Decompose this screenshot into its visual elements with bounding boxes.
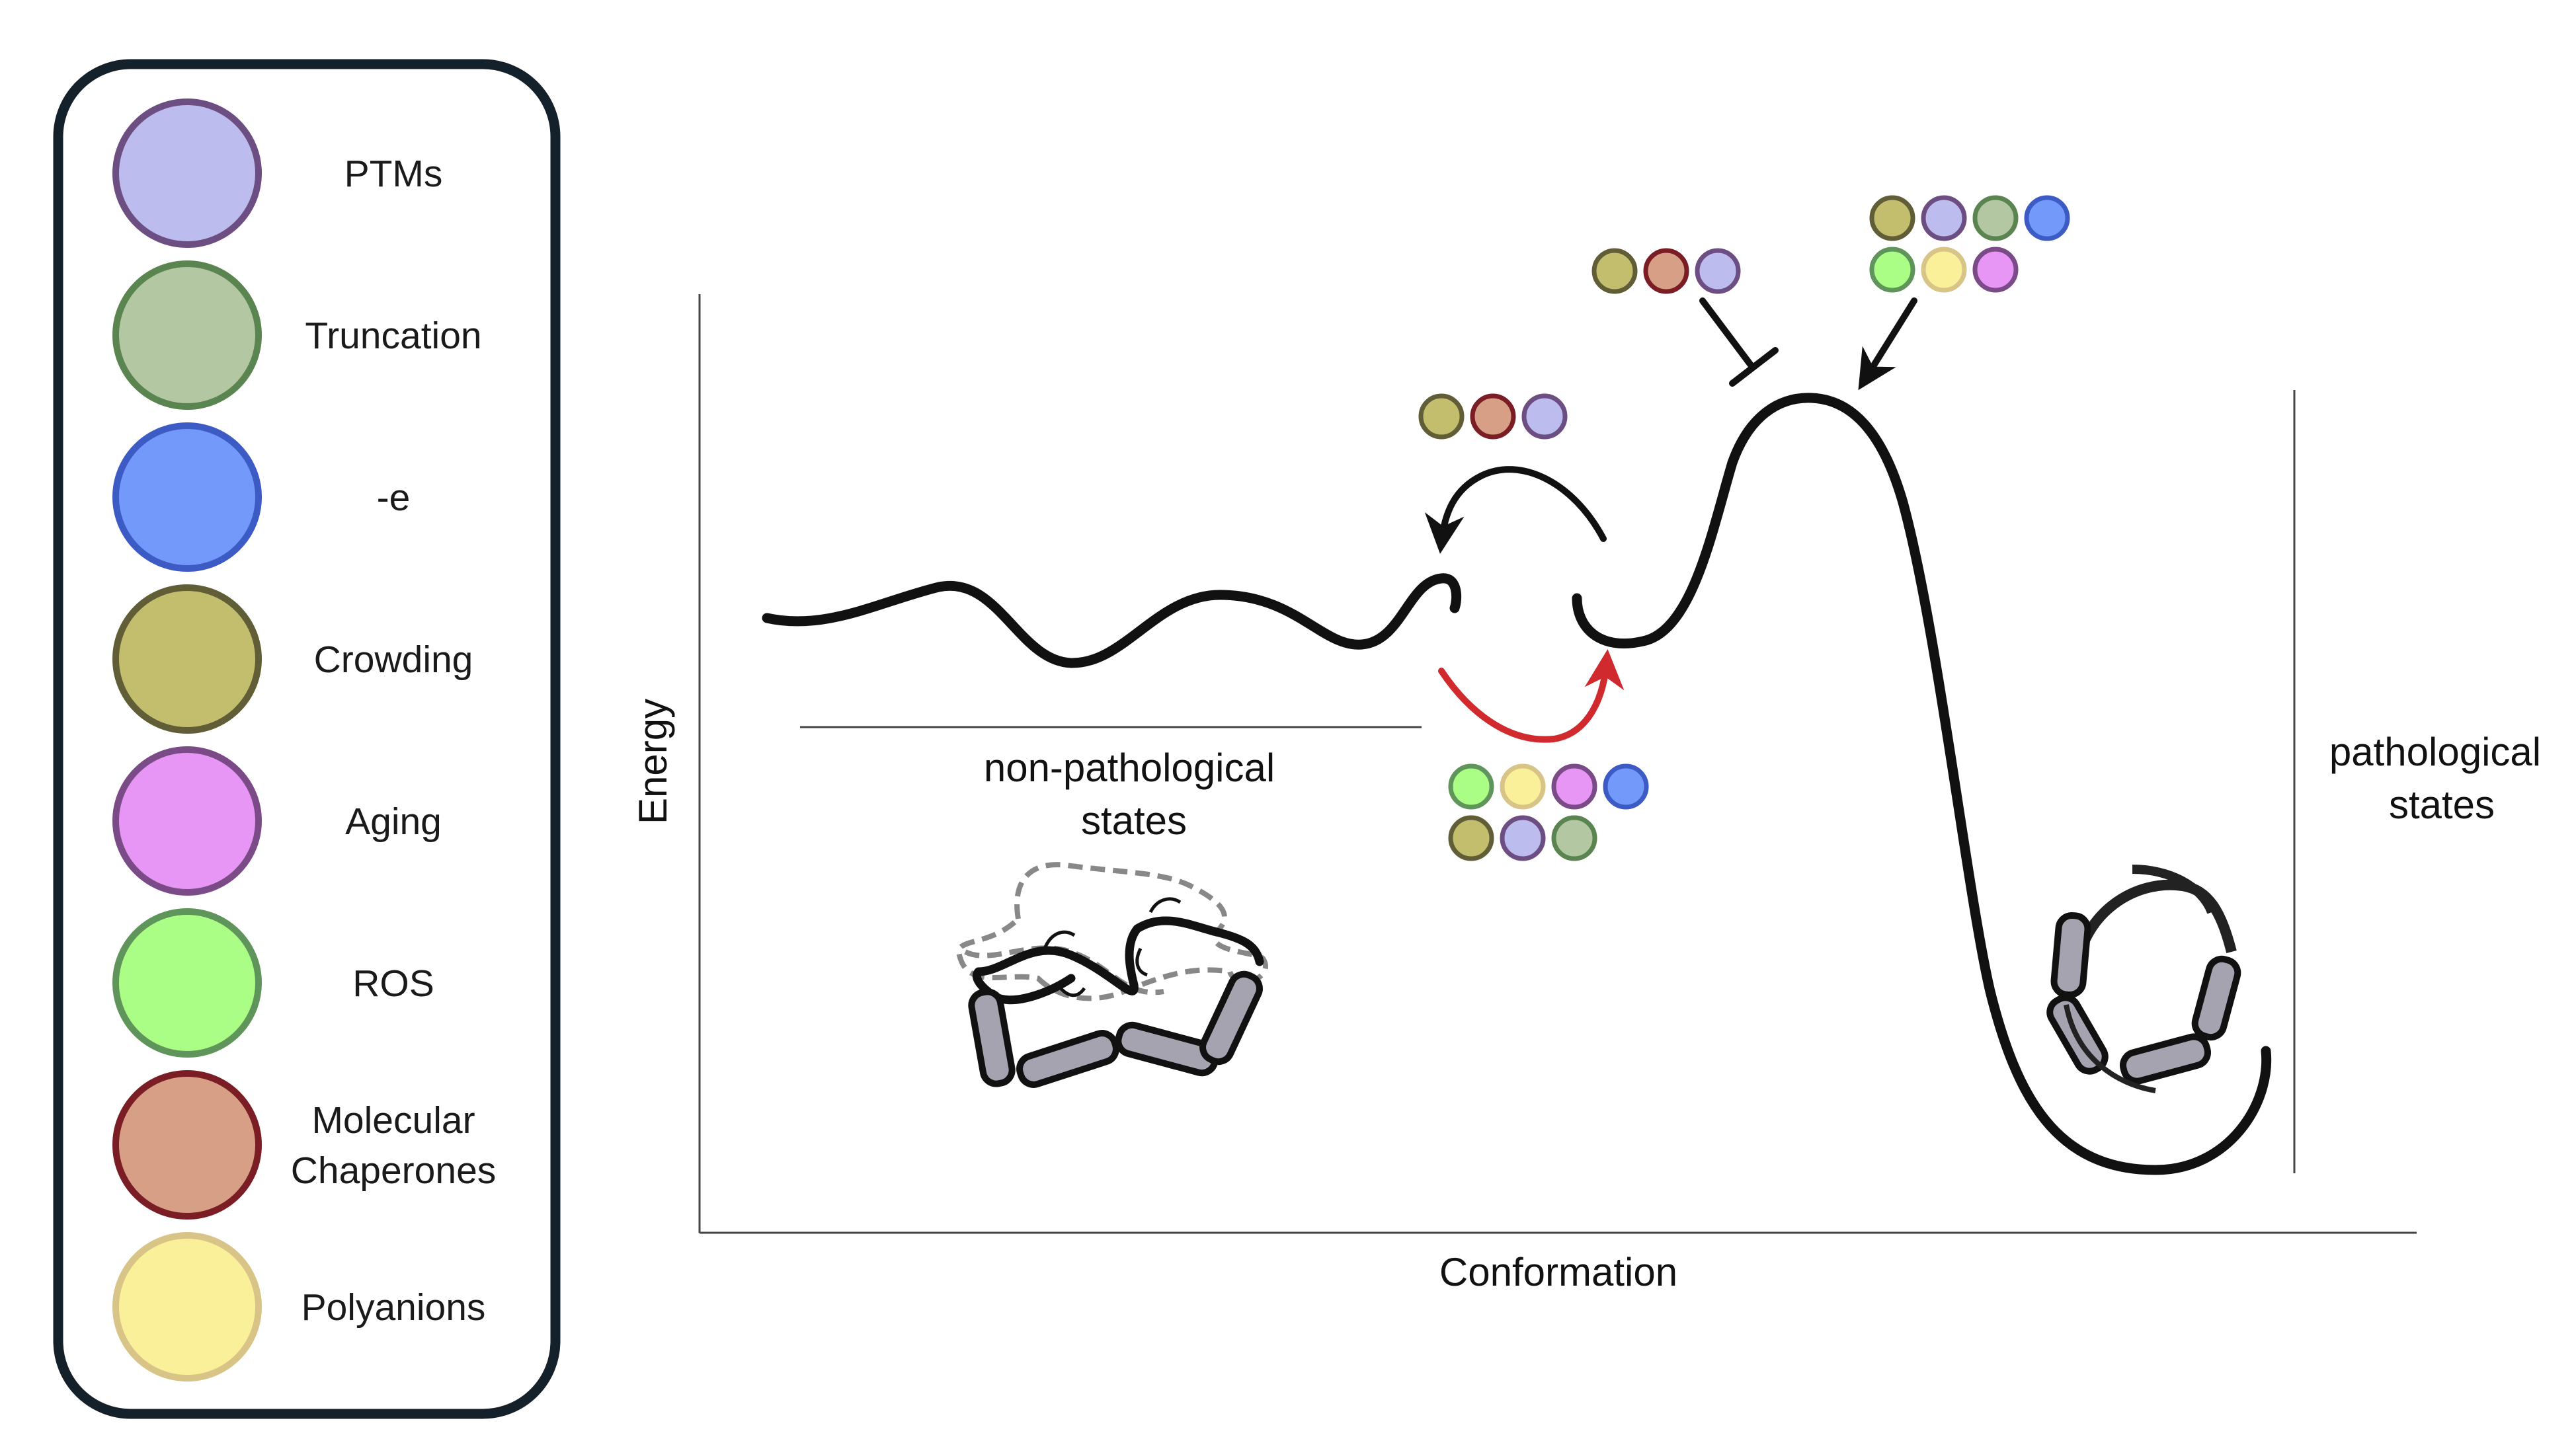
legend-items: PTMs Truncation -e Crowding Aging ROS Molecula…: [112, 98, 497, 1381]
inhibiting-factors-cluster: [1591, 248, 1741, 294]
energy-curve-nonpathological: [762, 573, 1462, 668]
legend-swatch: [112, 422, 262, 572]
promote-arrow: [1858, 297, 1917, 391]
factor-circle: [1470, 393, 1516, 440]
forward-arrow: [1438, 649, 1625, 743]
legend-border: [53, 59, 561, 1419]
factor-circle: [1972, 247, 2019, 293]
legend-label: Chaperones: [291, 1149, 497, 1192]
energy-curve: [762, 393, 2272, 1175]
factor-circle: [1921, 195, 1967, 241]
y-axis-label: Energy: [631, 699, 675, 824]
non-pathological-label-line2: states: [1081, 798, 1187, 843]
legend: PTMs Truncation -e Crowding Aging ROS Molecula…: [53, 59, 561, 1419]
legend-label: Molecular: [311, 1099, 475, 1142]
motion-arrow-1: [1043, 930, 1076, 950]
backward-factors-cluster: [1418, 393, 1568, 440]
aggregate-rod-3: [2120, 1033, 2211, 1085]
aggregate-arc-top: [2132, 865, 2216, 914]
non-pathological-region: non-pathological states: [800, 726, 1422, 843]
energy-curve-barrier-to-pathological: [1572, 393, 2272, 1175]
legend-label: ROS: [352, 962, 434, 1005]
legend-swatch: [112, 908, 262, 1058]
factor-circle: [1551, 815, 1597, 861]
legend-item: ROS: [112, 908, 434, 1058]
legend-swatch: [112, 260, 262, 410]
promoting-factors-cluster: [1869, 195, 2070, 293]
forward-factors-cluster: [1448, 763, 1649, 861]
aggregate-rod-4: [2191, 955, 2241, 1041]
solid-backbone: [974, 916, 1264, 995]
legend-label: Polyanions: [302, 1286, 486, 1329]
legend-item: PTMs: [112, 98, 443, 248]
legend-item: Molecular Chaperones: [112, 1070, 497, 1220]
pathological-label-line2: states: [2389, 783, 2495, 827]
legend-label: Crowding: [314, 639, 473, 681]
helix-rod-4: [1199, 970, 1263, 1066]
factor-circle: [1869, 247, 1915, 293]
motion-arrow-2: [1148, 897, 1182, 914]
legend-label: Aging: [345, 800, 442, 843]
factor-circle: [1591, 248, 1638, 294]
legend-item: Polyanions: [112, 1232, 486, 1381]
helix-rod-1: [968, 988, 1016, 1087]
aggregate-stack-shadow: [2064, 1004, 2156, 1093]
legend-swatch: [112, 584, 262, 734]
legend-item: Aging: [112, 746, 442, 896]
pathological-region: pathological states: [2293, 390, 2541, 1173]
legend-label: -e: [377, 477, 411, 519]
legend-swatch: [112, 1070, 262, 1220]
factor-circle: [1972, 195, 2019, 241]
legend-item: -e: [112, 422, 411, 572]
backward-arrow: [1424, 466, 1607, 554]
factor-circle: [1448, 763, 1494, 810]
legend-label: PTMs: [344, 153, 443, 195]
factor-circle: [1695, 248, 1741, 294]
x-axis-label: Conformation: [1439, 1250, 1677, 1294]
factor-circle: [1500, 763, 1546, 810]
legend-swatch: [112, 746, 262, 896]
factor-circle: [1921, 247, 1967, 293]
legend-item: Crowding: [112, 584, 473, 734]
inhibit-arrow: [1699, 297, 1755, 370]
factor-circle: [1603, 763, 1649, 810]
factor-circle: [1418, 393, 1465, 440]
factor-circle: [1643, 248, 1689, 294]
aggregate-rod-1: [2050, 912, 2091, 999]
legend-swatch: [112, 1232, 262, 1381]
helix-rod-2: [1016, 1030, 1119, 1088]
legend-label: Truncation: [305, 315, 481, 357]
motion-arrow-4: [1135, 947, 1148, 977]
non-pathological-label-line1: non-pathological: [984, 746, 1275, 790]
factor-circle: [2024, 195, 2070, 241]
factor-circle: [1551, 763, 1597, 810]
motion-arrow-3: [1057, 984, 1086, 997]
factor-circle: [1448, 815, 1494, 861]
legend-swatch: [112, 98, 262, 248]
legend-item: Truncation: [112, 260, 482, 410]
factor-circle: [1869, 195, 1915, 241]
native-protein-illustration: [955, 862, 1268, 1088]
pathological-label-line1: pathological: [2329, 730, 2541, 774]
inhibit-bar: [1729, 347, 1779, 387]
aggregate-illustration: [2046, 865, 2241, 1093]
dashed-conformer-inner: [964, 945, 1164, 995]
transition-arrows: [1424, 297, 1917, 743]
factor-circle: [1521, 393, 1568, 440]
factor-circle: [1500, 815, 1546, 861]
axes: Energy Conformation: [631, 294, 2417, 1294]
